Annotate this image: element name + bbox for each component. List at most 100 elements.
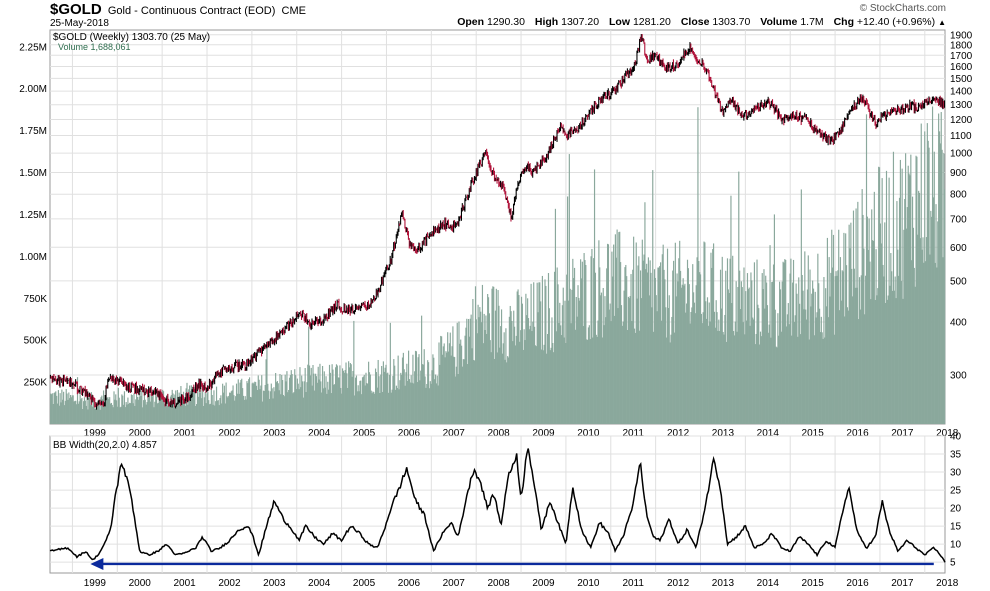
volume-bar (374, 393, 376, 424)
volume-bar (431, 370, 433, 424)
volume-bar (142, 400, 145, 424)
volume-bar (306, 382, 308, 424)
volume-bar (823, 277, 825, 424)
x-tick-label: 2013 (712, 578, 735, 589)
volume-bar (358, 391, 360, 424)
volume-bar (163, 404, 165, 424)
volume-bar (588, 325, 590, 424)
volume-bar (136, 394, 138, 424)
volume-bar (536, 282, 538, 424)
volume-bar (445, 351, 447, 424)
volume-bar (767, 332, 769, 424)
volume-bar (598, 240, 600, 424)
volume-bar (532, 321, 534, 424)
volume-bar (173, 400, 175, 424)
volume-bar (76, 377, 79, 424)
volume-bar (714, 327, 716, 424)
volume-bar (313, 373, 315, 424)
y-tick-label: 1300 (950, 100, 973, 111)
volume-bar (50, 393, 52, 424)
volume-bar (68, 392, 70, 424)
volume-bar (895, 298, 897, 424)
volume-bar (760, 336, 762, 424)
volume-bar (477, 304, 479, 424)
volume-bar (264, 385, 266, 424)
volume-bar (402, 352, 404, 424)
volume-bar (288, 377, 291, 424)
volume-bar (878, 167, 881, 425)
volume-bar (78, 401, 80, 424)
volume-bar (256, 389, 258, 424)
volume-bar (755, 333, 757, 424)
volume-bar (332, 369, 334, 424)
volume-bar (371, 393, 373, 424)
volume-bar (676, 273, 678, 424)
volume-bar (564, 300, 566, 424)
volume-bar (349, 363, 351, 424)
volume-bar (494, 358, 496, 424)
volume-bar (596, 336, 598, 424)
x-tick-label: 2001 (173, 578, 196, 589)
volume-bar (354, 395, 356, 424)
volume-bar (796, 293, 798, 424)
volume-bar (109, 403, 112, 424)
volume-bar (84, 400, 86, 424)
volume-bar (202, 405, 205, 424)
volume-bar (656, 311, 658, 424)
volume-bar (572, 258, 574, 424)
volume-bar (764, 308, 766, 424)
volume-bar (778, 335, 780, 424)
close-label: Close (680, 16, 710, 28)
volume-bar (594, 272, 596, 424)
volume-bar (869, 261, 871, 424)
volume-bar (547, 334, 549, 424)
volume-bar (276, 381, 278, 424)
volume-bar (328, 389, 330, 424)
volume-bar (260, 385, 262, 424)
volume-bar (93, 399, 95, 424)
volume-bar (319, 363, 321, 424)
volume-bar (486, 333, 488, 424)
volume-bar (388, 374, 391, 424)
volume-bar (351, 376, 353, 424)
volume-bar (689, 323, 691, 424)
volume-bar (553, 271, 556, 424)
volume-bar (423, 349, 425, 424)
volume-bar (888, 177, 890, 424)
volume-bar (96, 402, 98, 424)
volume-bar (162, 391, 165, 424)
volume-bar (686, 303, 688, 424)
volume-bar (262, 390, 265, 424)
volume-bar (92, 398, 94, 424)
volume-bar (103, 390, 105, 424)
volume-bar (416, 382, 418, 424)
volume-bar (910, 154, 912, 424)
volume-bar (394, 365, 396, 424)
x-tick-label: 2000 (129, 428, 152, 439)
volume-bar (527, 298, 529, 424)
volume-bar (754, 344, 756, 424)
volume-bar (658, 267, 660, 424)
volume-bar (429, 381, 431, 424)
volume-bar (769, 245, 771, 424)
volume-bar (551, 317, 553, 424)
volume-bar (74, 400, 76, 424)
volume-bar (711, 267, 713, 424)
volume-bar (329, 372, 331, 424)
volume-bar (378, 376, 380, 424)
volume-bar (753, 262, 756, 424)
volume-bar (505, 328, 507, 424)
volume-bar (301, 381, 304, 424)
volume-bar (786, 314, 789, 424)
volume-bar (331, 364, 333, 424)
volume-bar (500, 309, 503, 424)
volume-bar (193, 392, 195, 424)
volume-bar (157, 402, 159, 424)
volume-bar (170, 395, 172, 424)
volume-bar (474, 360, 476, 424)
volume-bar (604, 296, 606, 424)
volume-bar (480, 322, 483, 424)
volume-bar (790, 258, 792, 424)
volume-bar (169, 401, 171, 424)
volume-bar (678, 258, 680, 424)
